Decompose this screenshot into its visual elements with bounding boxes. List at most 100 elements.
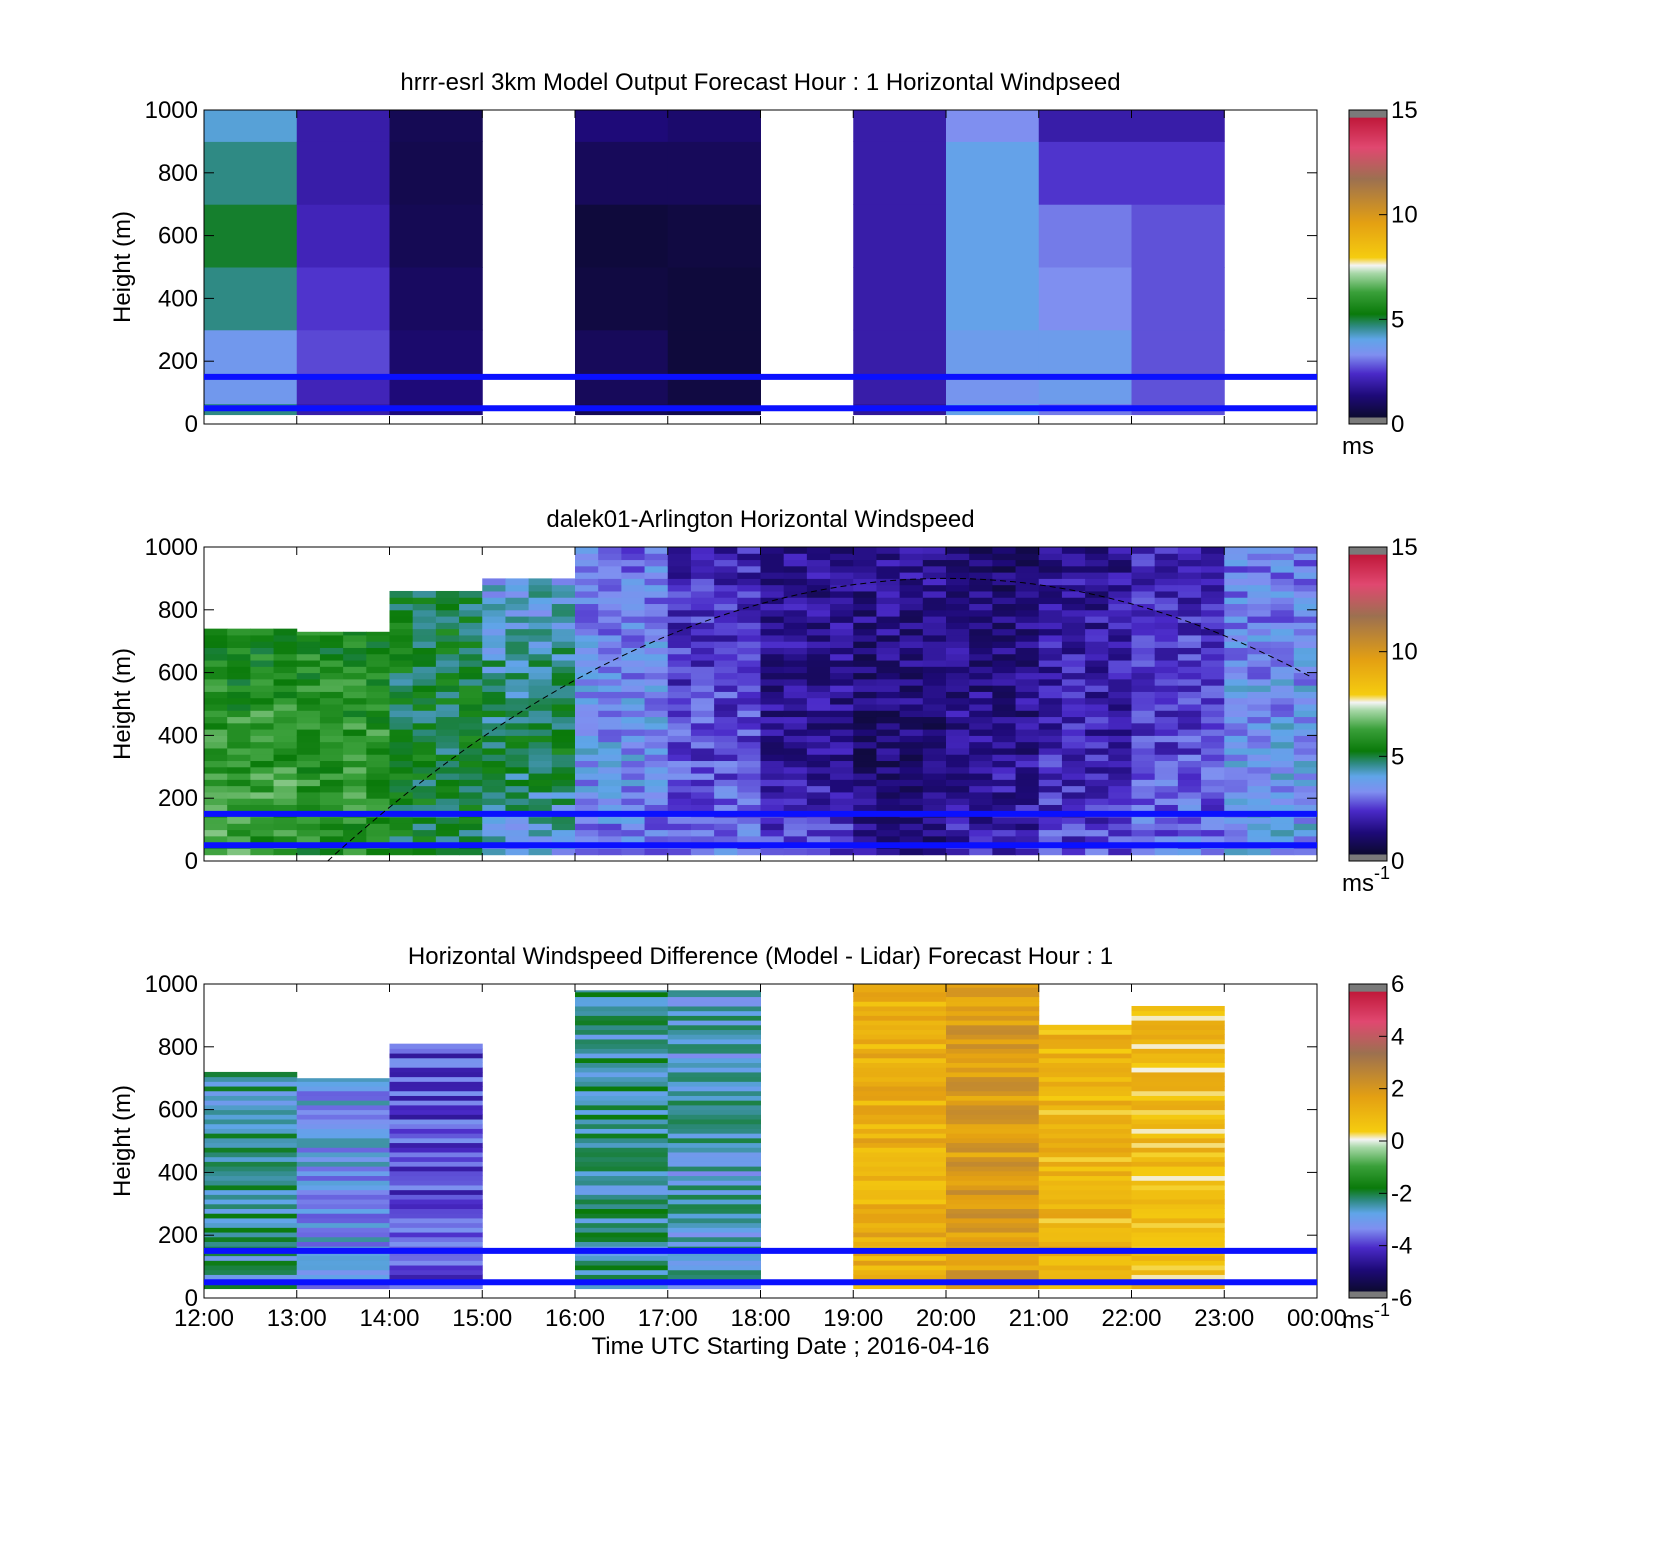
lidar-cell: [343, 785, 367, 793]
difference-cell: [575, 1128, 669, 1134]
lidar-cell: [1038, 760, 1063, 768]
difference-cell: [667, 1114, 761, 1120]
lidar-cell: [876, 641, 901, 648]
lidar-cell: [482, 798, 506, 805]
lidar-cell: [946, 697, 970, 705]
difference-cell: [946, 1038, 1040, 1045]
lidar-cell: [946, 798, 970, 805]
difference-cell: [946, 1104, 1040, 1111]
lidar-cell: [575, 616, 599, 623]
lidar-cell: [644, 722, 669, 730]
lidar-cell: [714, 754, 738, 762]
lidar-cell: [412, 616, 437, 623]
lidar-cell: [760, 603, 785, 611]
lidar-cell: [621, 597, 646, 605]
lidar-cell: [1177, 729, 1202, 736]
lidar-cell: [459, 691, 483, 699]
lidar-cell: [1108, 697, 1132, 705]
lidar-cell: [1224, 691, 1248, 699]
difference-cell: [1131, 1137, 1225, 1144]
difference-cell: [204, 1241, 298, 1247]
y-axis-label: Height (m): [109, 648, 136, 760]
lidar-cell: [482, 791, 506, 799]
lidar-cell: [1085, 779, 1109, 787]
difference-cell: [853, 1283, 947, 1290]
lidar-cell: [1177, 760, 1202, 768]
lidar-cell: [690, 616, 715, 623]
difference-cell: [204, 1189, 298, 1195]
lidar-cell: [1270, 722, 1295, 730]
lidar-cell: [876, 547, 901, 554]
lidar-cell: [1131, 741, 1156, 749]
lidar-cell: [667, 653, 692, 661]
lidar-cell: [1108, 559, 1132, 567]
lidar-cell: [830, 817, 854, 824]
lidar-cell: [690, 710, 715, 718]
lidar-cell: [551, 823, 576, 831]
lidar-cell: [227, 660, 251, 667]
lidar-cell: [598, 735, 622, 743]
lidar-cell: [714, 741, 738, 749]
lidar-cell: [922, 590, 947, 598]
model-cell: [296, 329, 390, 378]
lidar-cell: [1293, 597, 1318, 605]
lidar-cell: [575, 817, 599, 824]
lidar-cell: [551, 835, 576, 843]
lidar-cell: [435, 710, 460, 718]
lidar-cell: [783, 666, 808, 674]
difference-cell: [296, 1213, 390, 1219]
lidar-cell: [1154, 685, 1179, 692]
lidar-cell: [551, 754, 576, 762]
lidar-cell: [319, 631, 344, 636]
lidar-cell: [412, 754, 437, 762]
lidar-cell: [319, 672, 344, 680]
lidar-cell: [621, 660, 646, 667]
lidar-cell: [1015, 697, 1040, 705]
lidar-cell: [1108, 798, 1132, 805]
lidar-cell: [343, 779, 367, 787]
lidar-cell: [412, 722, 437, 730]
lidar-cell: [853, 697, 877, 705]
lidar-cell: [714, 628, 738, 636]
lidar-cell: [1224, 773, 1248, 780]
lidar-cell: [204, 704, 228, 711]
lidar-cell: [273, 741, 298, 749]
lidar-cell: [1154, 704, 1179, 711]
lidar-cell: [760, 634, 785, 642]
model-cell: [667, 204, 761, 268]
lidar-cell: [876, 747, 901, 755]
difference-cell: [1038, 1166, 1132, 1172]
lidar-cell: [575, 672, 599, 680]
model-cell: [1131, 110, 1225, 142]
difference-cell: [1038, 1137, 1132, 1144]
lidar-cell: [899, 590, 924, 598]
difference-cell: [575, 1260, 669, 1266]
lidar-cell: [551, 710, 576, 718]
lidar-cell: [273, 710, 298, 718]
difference-cell: [389, 1090, 483, 1096]
lidar-cell: [1015, 572, 1040, 579]
lidar-cell: [319, 829, 344, 837]
lidar-cell: [992, 622, 1017, 630]
lidar-cell: [667, 678, 692, 686]
lidar-cell: [690, 578, 715, 586]
lidar-cell: [690, 628, 715, 636]
lidar-cell: [528, 773, 553, 780]
difference-cell: [1038, 1133, 1132, 1139]
lidar-cell: [876, 710, 901, 718]
lidar-cell: [946, 722, 970, 730]
lidar-cell: [714, 578, 738, 586]
lidar-cell: [1061, 735, 1086, 743]
difference-cell: [667, 1180, 761, 1186]
lidar-cell: [644, 634, 669, 642]
difference-cell: [946, 1203, 1040, 1210]
lidar-cell: [575, 678, 599, 686]
lidar-cell: [551, 666, 576, 674]
y-tick-label: 200: [158, 348, 198, 375]
lidar-cell: [1061, 710, 1086, 718]
lidar-cell: [227, 791, 251, 799]
difference-cell: [946, 1260, 1040, 1266]
lidar-cell: [1201, 716, 1225, 724]
difference-cell: [575, 1086, 669, 1092]
difference-cell: [1038, 1180, 1132, 1186]
